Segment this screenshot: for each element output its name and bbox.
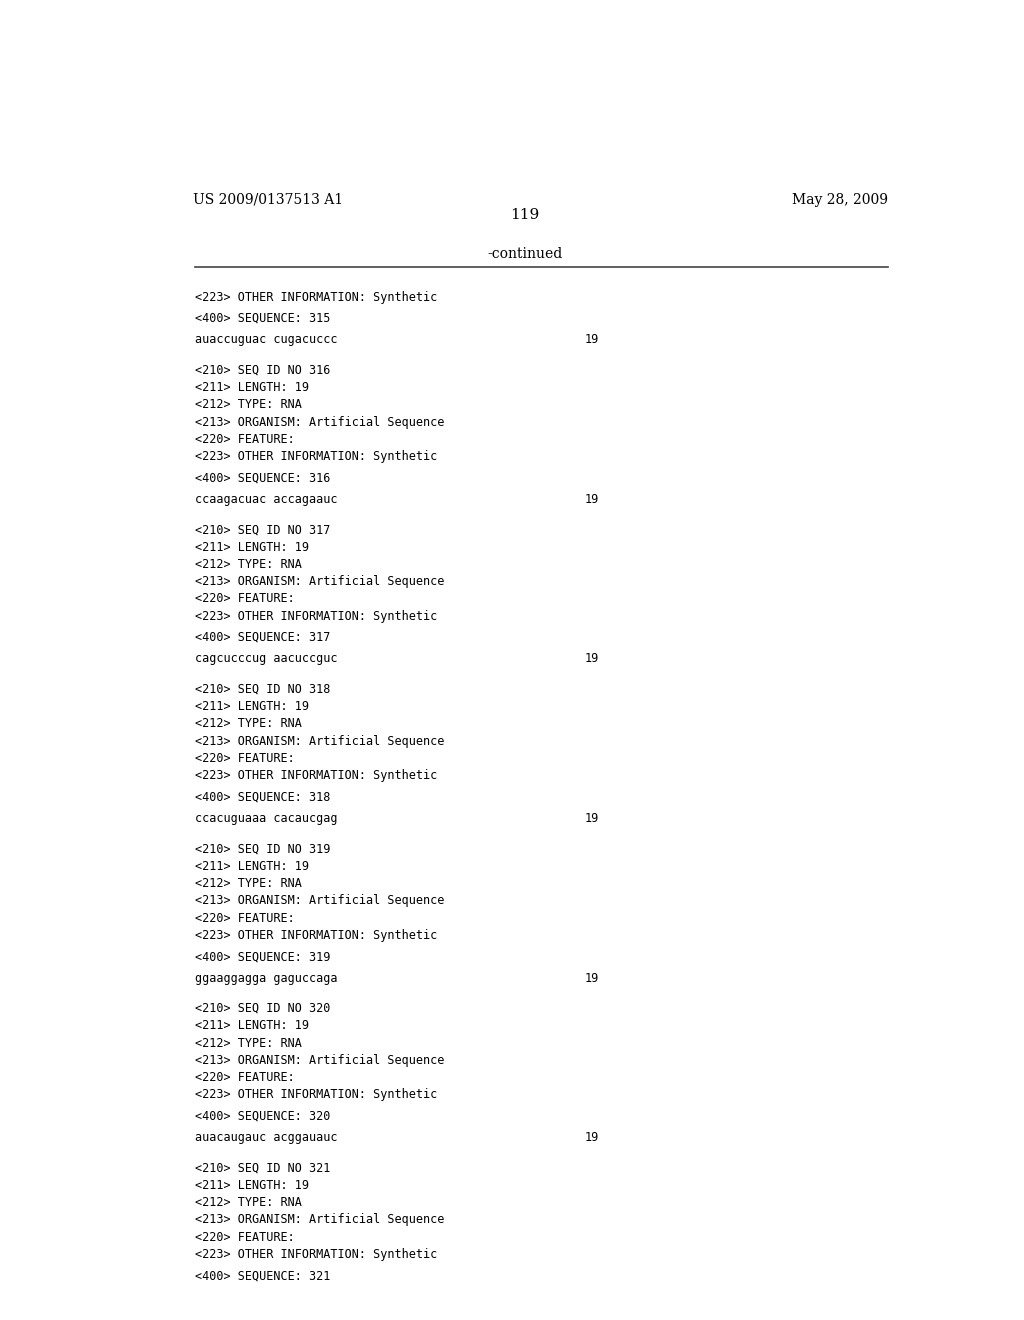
- Text: 19: 19: [585, 492, 599, 506]
- Text: auacaugauc acggauauc: auacaugauc acggauauc: [196, 1131, 338, 1144]
- Text: <213> ORGANISM: Artificial Sequence: <213> ORGANISM: Artificial Sequence: [196, 894, 444, 907]
- Text: <210> SEQ ID NO 321: <210> SEQ ID NO 321: [196, 1162, 331, 1175]
- Text: <223> OTHER INFORMATION: Synthetic: <223> OTHER INFORMATION: Synthetic: [196, 929, 437, 942]
- Text: US 2009/0137513 A1: US 2009/0137513 A1: [194, 193, 343, 207]
- Text: <400> SEQUENCE: 316: <400> SEQUENCE: 316: [196, 471, 331, 484]
- Text: <213> ORGANISM: Artificial Sequence: <213> ORGANISM: Artificial Sequence: [196, 416, 444, 429]
- Text: <210> SEQ ID NO 318: <210> SEQ ID NO 318: [196, 682, 331, 696]
- Text: <213> ORGANISM: Artificial Sequence: <213> ORGANISM: Artificial Sequence: [196, 1213, 444, 1226]
- Text: <212> TYPE: RNA: <212> TYPE: RNA: [196, 558, 302, 570]
- Text: <400> SEQUENCE: 317: <400> SEQUENCE: 317: [196, 631, 331, 644]
- Text: <211> LENGTH: 19: <211> LENGTH: 19: [196, 700, 309, 713]
- Text: auaccuguac cugacuccc: auaccuguac cugacuccc: [196, 333, 338, 346]
- Text: <400> SEQUENCE: 318: <400> SEQUENCE: 318: [196, 791, 331, 804]
- Text: <213> ORGANISM: Artificial Sequence: <213> ORGANISM: Artificial Sequence: [196, 576, 444, 589]
- Text: ccacuguaaa cacaucgag: ccacuguaaa cacaucgag: [196, 812, 338, 825]
- Text: ggaaggagga gaguccaga: ggaaggagga gaguccaga: [196, 972, 338, 985]
- Text: <223> OTHER INFORMATION: Synthetic: <223> OTHER INFORMATION: Synthetic: [196, 610, 437, 623]
- Text: <212> TYPE: RNA: <212> TYPE: RNA: [196, 1196, 302, 1209]
- Text: <223> OTHER INFORMATION: Synthetic: <223> OTHER INFORMATION: Synthetic: [196, 1089, 437, 1101]
- Text: <213> ORGANISM: Artificial Sequence: <213> ORGANISM: Artificial Sequence: [196, 1053, 444, 1067]
- Text: -continued: -continued: [487, 247, 562, 261]
- Text: 119: 119: [510, 209, 540, 222]
- Text: <223> OTHER INFORMATION: Synthetic: <223> OTHER INFORMATION: Synthetic: [196, 290, 437, 304]
- Text: cagcucccug aacuccguc: cagcucccug aacuccguc: [196, 652, 338, 665]
- Text: 19: 19: [585, 972, 599, 985]
- Text: <212> TYPE: RNA: <212> TYPE: RNA: [196, 399, 302, 412]
- Text: <210> SEQ ID NO 320: <210> SEQ ID NO 320: [196, 1002, 331, 1015]
- Text: 19: 19: [585, 812, 599, 825]
- Text: <212> TYPE: RNA: <212> TYPE: RNA: [196, 876, 302, 890]
- Text: <400> SEQUENCE: 315: <400> SEQUENCE: 315: [196, 312, 331, 325]
- Text: <220> FEATURE:: <220> FEATURE:: [196, 1071, 295, 1084]
- Text: <400> SEQUENCE: 320: <400> SEQUENCE: 320: [196, 1110, 331, 1123]
- Text: <213> ORGANISM: Artificial Sequence: <213> ORGANISM: Artificial Sequence: [196, 735, 444, 747]
- Text: <400> SEQUENCE: 321: <400> SEQUENCE: 321: [196, 1270, 331, 1282]
- Text: <211> LENGTH: 19: <211> LENGTH: 19: [196, 541, 309, 553]
- Text: <210> SEQ ID NO 317: <210> SEQ ID NO 317: [196, 523, 331, 536]
- Text: <211> LENGTH: 19: <211> LENGTH: 19: [196, 859, 309, 873]
- Text: <220> FEATURE:: <220> FEATURE:: [196, 912, 295, 924]
- Text: <210> SEQ ID NO 316: <210> SEQ ID NO 316: [196, 364, 331, 376]
- Text: 19: 19: [585, 333, 599, 346]
- Text: May 28, 2009: May 28, 2009: [793, 193, 888, 207]
- Text: <223> OTHER INFORMATION: Synthetic: <223> OTHER INFORMATION: Synthetic: [196, 1247, 437, 1261]
- Text: <220> FEATURE:: <220> FEATURE:: [196, 433, 295, 446]
- Text: <220> FEATURE:: <220> FEATURE:: [196, 593, 295, 606]
- Text: <400> SEQUENCE: 319: <400> SEQUENCE: 319: [196, 950, 331, 964]
- Text: <223> OTHER INFORMATION: Synthetic: <223> OTHER INFORMATION: Synthetic: [196, 770, 437, 783]
- Text: <210> SEQ ID NO 319: <210> SEQ ID NO 319: [196, 842, 331, 855]
- Text: <223> OTHER INFORMATION: Synthetic: <223> OTHER INFORMATION: Synthetic: [196, 450, 437, 463]
- Text: <212> TYPE: RNA: <212> TYPE: RNA: [196, 718, 302, 730]
- Text: <211> LENGTH: 19: <211> LENGTH: 19: [196, 1179, 309, 1192]
- Text: <220> FEATURE:: <220> FEATURE:: [196, 1230, 295, 1243]
- Text: 19: 19: [585, 652, 599, 665]
- Text: ccaagacuac accagaauc: ccaagacuac accagaauc: [196, 492, 338, 506]
- Text: <220> FEATURE:: <220> FEATURE:: [196, 752, 295, 766]
- Text: <212> TYPE: RNA: <212> TYPE: RNA: [196, 1036, 302, 1049]
- Text: <211> LENGTH: 19: <211> LENGTH: 19: [196, 381, 309, 393]
- Text: <211> LENGTH: 19: <211> LENGTH: 19: [196, 1019, 309, 1032]
- Text: 19: 19: [585, 1131, 599, 1144]
